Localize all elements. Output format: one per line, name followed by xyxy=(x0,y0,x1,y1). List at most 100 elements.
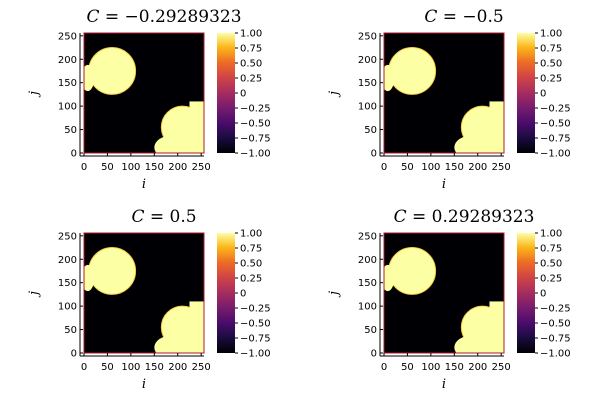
y-tick-label: 100 xyxy=(58,302,77,313)
y-tick-label: 150 xyxy=(358,78,377,89)
title-value: −0.29289323 xyxy=(125,7,242,27)
title-equals: = xyxy=(99,7,124,27)
x-tick-label: 200 xyxy=(468,362,487,373)
colorbar-tick-label: −1.00 xyxy=(240,149,271,160)
colorbar-tick-label: 0 xyxy=(540,89,546,100)
colorbar-tick-label: 0.25 xyxy=(540,274,562,285)
colorbar-tick-label: −0.75 xyxy=(540,134,571,145)
x-axis-label: i xyxy=(442,377,446,392)
y-tick-label: 150 xyxy=(358,278,377,289)
y-axis-label: j xyxy=(27,291,42,298)
heatmap-field xyxy=(84,47,204,153)
title-value: −0.5 xyxy=(462,7,503,27)
x-tick-label: 100 xyxy=(421,162,440,173)
colorbar xyxy=(217,33,235,153)
colorbar xyxy=(217,233,235,353)
y-tick-label: 0 xyxy=(371,349,377,360)
field-region-left-edge xyxy=(384,264,395,292)
y-tick-label: 0 xyxy=(71,149,77,160)
heatmap-panel-4: C = 0.29289323 0 50 100 150 200 250 0 50 100 150 20… xyxy=(327,207,571,392)
y-axis-label: j xyxy=(327,91,342,98)
colorbar-tick-label: 1.00 xyxy=(240,229,262,240)
colorbar-tick-label: 0.75 xyxy=(240,244,262,255)
field-region-right-edge xyxy=(489,101,504,153)
y-tick-label: 50 xyxy=(64,325,77,336)
y-axis-label: j xyxy=(327,291,342,298)
plot-frame xyxy=(83,232,205,354)
x-tick-label: 200 xyxy=(468,162,487,173)
x-axis-label: i xyxy=(442,177,446,192)
y-tick-label: 50 xyxy=(64,125,77,136)
x-tick-label: 150 xyxy=(145,162,164,173)
y-tick-label: 200 xyxy=(58,255,77,266)
field-region-right-edge xyxy=(489,301,504,353)
title-equals: = xyxy=(144,207,169,227)
field-region-bottom xyxy=(454,135,492,153)
colorbar-tick-label: 0 xyxy=(240,89,246,100)
colorbar-tick-label: −0.75 xyxy=(240,134,271,145)
field-region-bottom xyxy=(154,335,192,353)
x-axis-label: i xyxy=(142,177,146,192)
title-value: 0.5 xyxy=(170,207,197,227)
plot-frame xyxy=(383,32,505,154)
field-region-upper-left xyxy=(88,247,137,295)
x-tick-label: 50 xyxy=(401,362,414,373)
colorbar-tick-label: 0.50 xyxy=(540,59,562,70)
y-axis-label: j xyxy=(27,91,42,98)
colorbar-tick-label: 0.25 xyxy=(240,74,262,85)
colorbar-tick-label: −0.50 xyxy=(240,119,271,130)
x-tick-label: 150 xyxy=(445,162,464,173)
colorbar-tick-label: 0.25 xyxy=(540,74,562,85)
colorbar-tick-label: −0.75 xyxy=(240,334,271,345)
heatmap-panel-1: C = −0.29289323 0 50 100 150 200 250 0 50 100 150 2… xyxy=(27,7,271,192)
x-tick-label: 0 xyxy=(381,162,387,173)
colorbar-tick-label: 0.75 xyxy=(540,44,562,55)
x-axis-label: i xyxy=(142,377,146,392)
x-tick-label: 100 xyxy=(421,362,440,373)
colorbar-tick-label: 1.00 xyxy=(240,29,262,40)
field-region-right-edge xyxy=(189,101,204,153)
field-region-right-edge xyxy=(189,301,204,353)
colorbar-tick-label: 0.75 xyxy=(240,44,262,55)
colorbar-tick-label: −0.25 xyxy=(540,304,571,315)
panel-title: C = −0.5 xyxy=(424,7,503,27)
y-tick-label: 200 xyxy=(358,55,377,66)
title-variable: C xyxy=(424,7,437,27)
colorbar-tick-label: −0.25 xyxy=(240,304,271,315)
title-variable: C xyxy=(394,207,407,227)
y-tick-label: 250 xyxy=(58,31,77,42)
y-tick-label: 250 xyxy=(358,231,377,242)
x-tick-label: 150 xyxy=(145,362,164,373)
colorbar-tick-label: 0.50 xyxy=(240,59,262,70)
colorbar-tick-label: 0.50 xyxy=(240,259,262,270)
y-tick-label: 150 xyxy=(58,278,77,289)
colorbar-tick-label: −1.00 xyxy=(540,149,571,160)
field-region-left-edge xyxy=(384,64,395,92)
field-region-left-edge xyxy=(84,64,95,92)
colorbar-tick-label: −0.25 xyxy=(240,104,271,115)
heatmap-panel-3: C = 0.50 50 100 150 200 250050100150200250ij1… xyxy=(27,207,271,392)
colorbar-tick-label: −1.00 xyxy=(540,349,571,360)
y-tick-label: 150 xyxy=(58,78,77,89)
colorbar xyxy=(517,233,535,353)
title-equals: = xyxy=(407,207,432,227)
heatmap-panel-2: C = −0.50 50 100 150 200 250050100150200250ij… xyxy=(327,7,571,192)
x-tick-label: 250 xyxy=(192,362,211,373)
field-region-upper-left xyxy=(388,47,437,95)
colorbar-tick-label: −0.50 xyxy=(540,319,571,330)
colorbar-tick-label: 1.00 xyxy=(540,29,562,40)
title-value: 0.29289323 xyxy=(432,207,535,227)
panel-title: C = 0.5 xyxy=(131,207,196,227)
x-tick-label: 0 xyxy=(81,162,87,173)
title-variable: C xyxy=(86,7,99,27)
y-tick-label: 250 xyxy=(58,231,77,242)
x-tick-label: 0 xyxy=(381,362,387,373)
panel-title: C = 0.29289323 xyxy=(394,207,535,227)
x-tick-label: 0 xyxy=(81,362,87,373)
heatmap-field xyxy=(384,247,504,353)
x-tick-label: 250 xyxy=(192,162,211,173)
field-region-left-edge xyxy=(84,264,95,292)
colorbar-tick-label: 0.50 xyxy=(540,259,562,270)
heatmap-field xyxy=(84,247,204,353)
